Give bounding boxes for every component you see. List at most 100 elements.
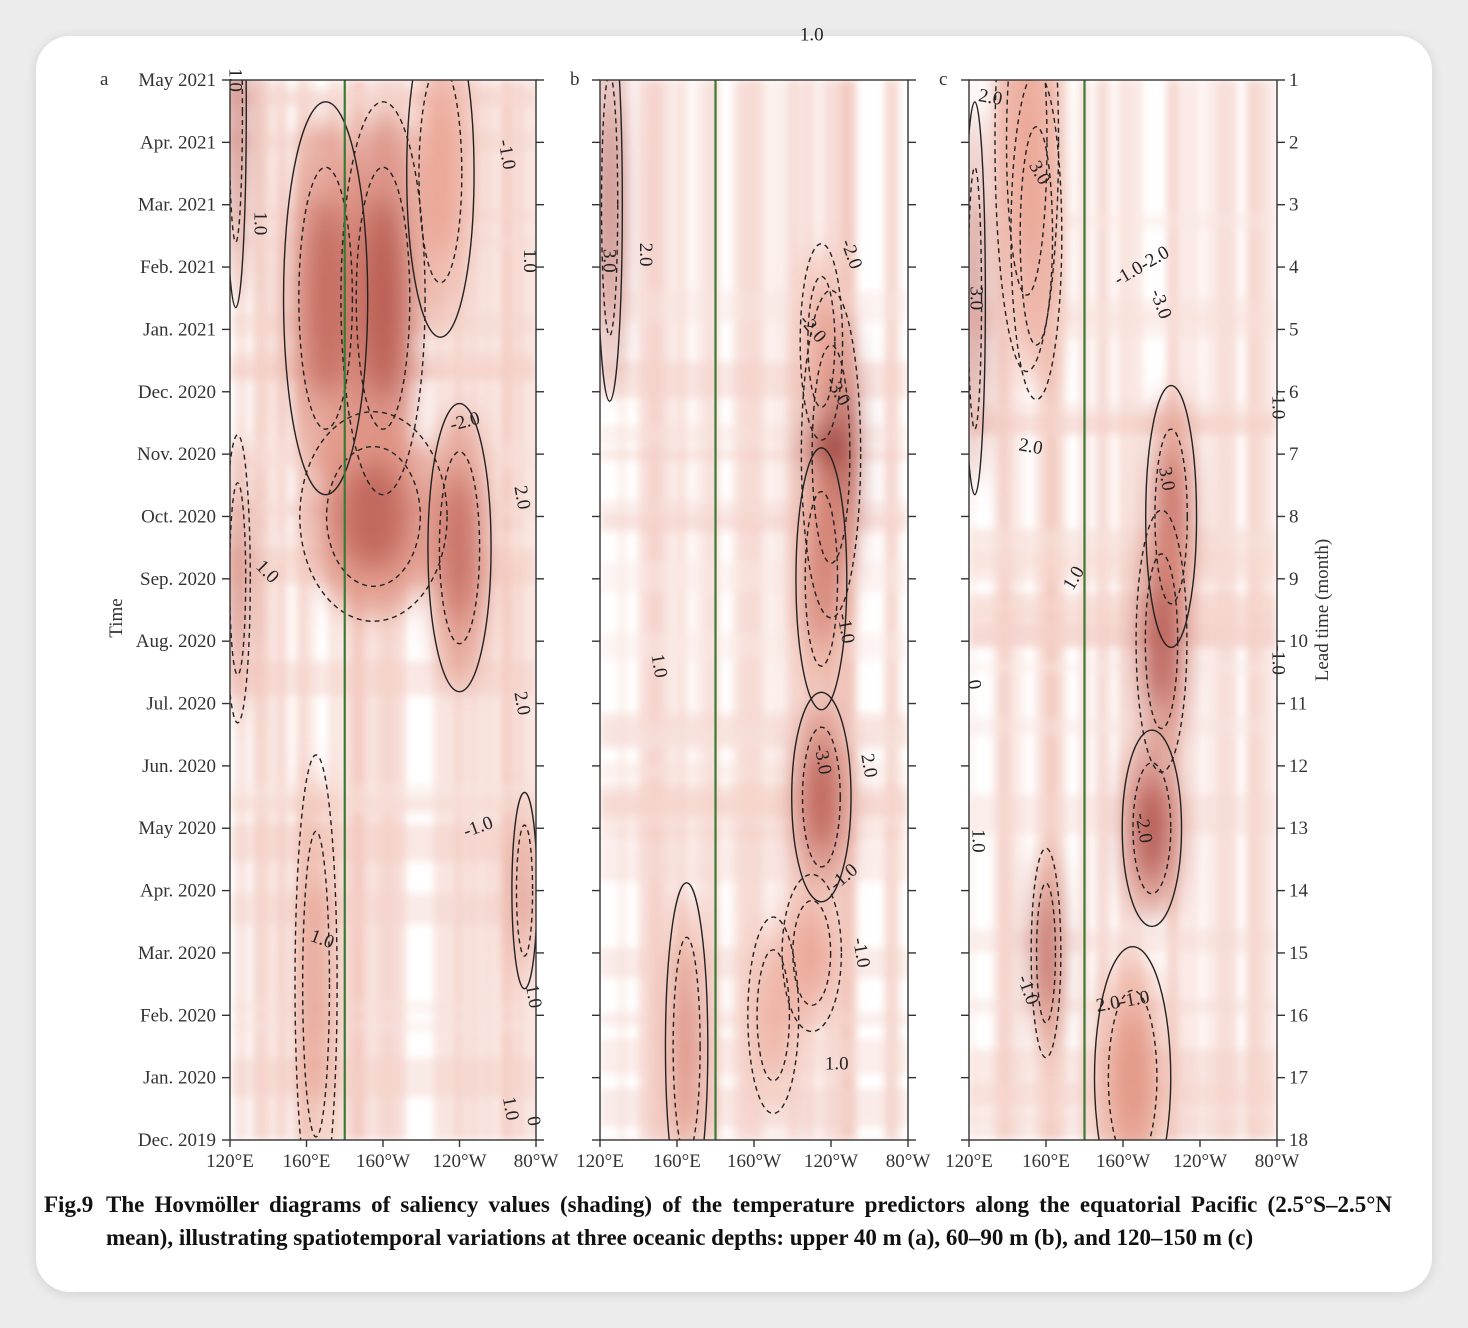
y-tick-label-left: Jan. 2020 [143,1068,216,1089]
x-tick-label: 80°W [1255,1151,1300,1172]
panel-b-y-axis [592,79,916,1141]
shading-band [600,632,908,660]
y-tick-label-left: Jan. 2021 [143,319,216,340]
contour-line [804,490,839,667]
y-tick-label-left: Jun. 2020 [142,756,216,777]
y-tick-label-left: Aug. 2020 [136,631,216,652]
contour-label: 0 [522,1115,544,1128]
shading-band [230,893,536,925]
x-tick-label: 160°W [356,1151,410,1172]
shading-hotspot-core [808,510,835,648]
shading-band [230,1001,536,1013]
left-y-axis-title: Time [106,598,127,637]
y-tick-label-left: Nov. 2020 [137,444,216,465]
shading-band [600,1138,908,1140]
shading-band [600,361,908,399]
contour-line [1145,384,1198,649]
panel-a: 1.01.01.01.0-1.01.0-2.02.02.0-1.01.01.0 0… [100,68,559,1172]
contour-line [969,101,987,496]
contour-label: 2.0 [509,690,534,717]
caption-text: The Hovmöller diagrams of saliency value… [106,1192,1392,1250]
shading-stripe [777,80,782,1140]
contour-line [1132,762,1172,895]
x-tick-label: 80°W [514,1151,559,1172]
contour-label: 3.0 [1154,465,1179,492]
y-tick-label-right: 5 [1289,319,1299,340]
shading-hotspot-core [1010,80,1043,263]
contour-line [230,80,244,243]
shading-band [230,661,536,696]
contour-label: -1.0 [1268,645,1289,675]
shading-hotspot-core [304,195,347,402]
contour-line [282,101,369,496]
shading-hotspot-core [806,742,837,852]
contour-line [600,80,624,402]
y-tick-label-right: 4 [1289,257,1299,278]
contour-label: -3.0 [810,743,836,776]
y-tick-label-right: 16 [1289,1005,1308,1026]
contour-line [298,166,354,430]
shading-band [230,784,536,814]
contour-line [1035,882,1057,1024]
contour-label: 1.0 [498,1095,523,1122]
shading-band [969,414,1277,435]
y-tick-label-right: 14 [1289,881,1309,902]
contour-line [294,754,338,1140]
y-tick-label-left: Mar. 2021 [138,195,216,216]
y-tick-label-left: Oct. 2020 [141,506,216,527]
x-tick-label: 120°W [1173,1151,1227,1172]
shading-hotspot-core [1137,776,1167,880]
y-tick-label-right: 13 [1289,818,1308,839]
contour-line [299,411,448,622]
contour-line [1121,729,1183,928]
shading-band [600,500,908,524]
y-tick-label-left: Sep. 2020 [140,569,216,590]
shading-band [230,1058,536,1098]
shading-band [969,929,1277,953]
panel-a-label: a [100,69,109,90]
contour-label: 1.0 [825,1054,849,1075]
shading-hotspot-core [336,461,411,572]
shading-hotspot-core [1148,572,1175,710]
y-tick-label-left: May 2021 [138,70,216,91]
y-tick-label-left: Feb. 2021 [140,257,216,278]
y-tick-label-right: 8 [1289,506,1299,527]
shading-band [600,290,908,323]
y-tick-label-right: 7 [1289,444,1299,465]
caption-label: Fig.9 [44,1192,94,1217]
shading-stripe [311,80,316,1140]
shading-stripe [297,80,308,1140]
contour-label: 1.0 [646,652,671,679]
contour-line [230,434,251,724]
shading-band [969,662,1277,673]
x-tick-label: 120°E [576,1151,624,1172]
y-tick-label-left: Dec. 2019 [138,1130,216,1151]
shading-hotspot-core [230,80,241,215]
contour-line [1030,847,1062,1059]
shading-hotspot-core [231,503,244,655]
y-tick-label-left: Apr. 2021 [140,132,216,153]
shading-hotspot-core [1038,898,1054,1008]
shading-hotspot-core [796,911,827,995]
shading-band [230,1020,536,1032]
contour-line [1005,80,1048,296]
shading-band [969,717,1277,736]
x-tick-label: 120°E [206,1151,254,1172]
x-tick-label: 120°W [432,1151,486,1172]
shading-band [230,824,536,862]
shading-stripe [843,80,856,1140]
contour-label: 1.0 [521,983,546,1010]
shading-stripe [765,80,776,1140]
y-tick-label-left: Mar. 2020 [138,943,216,964]
contour-line [355,166,411,430]
shading-band [600,1088,908,1128]
contour-line [1144,553,1179,730]
shading-hotspot-core [443,472,476,624]
shading-band [969,550,1277,583]
contour-line [1107,989,1158,1140]
panel-b: 1.02.03.0 -2.0-2.0-3.01.0-1.0-3.0 2.0-1.0-… [570,25,930,1172]
shading-band [969,592,1277,617]
shading-hotspot-core [676,960,698,1133]
shading-band [600,449,908,461]
shading-band [600,783,908,816]
